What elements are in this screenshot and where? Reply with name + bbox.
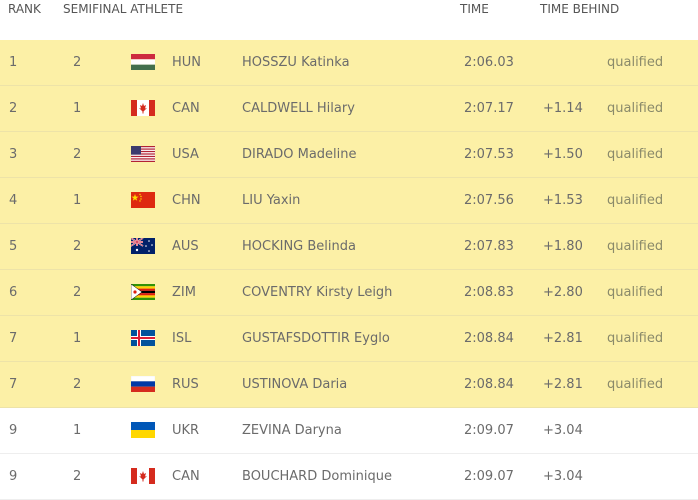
- canada-flag-icon: [131, 468, 155, 484]
- china-flag-icon: [131, 192, 155, 208]
- status-cell: qualified: [607, 377, 664, 392]
- table-row[interactable]: 4 1 CHN LIU Yaxin 2:07.56 +1.53 qualified: [0, 178, 698, 224]
- iceland-flag-icon: [131, 330, 155, 346]
- semifinal-cell: 2: [73, 285, 82, 300]
- table-row[interactable]: 6 2 ZIM COVENTRY Kirsty Leigh 2:08.83 +2.80 qu…: [0, 270, 698, 316]
- time-cell: 2:08.84: [464, 377, 514, 392]
- semifinal-cell: 2: [73, 377, 82, 392]
- time-behind-cell: +3.04: [543, 423, 583, 438]
- semifinal-cell: 1: [73, 423, 82, 438]
- canada-flag-icon: [131, 100, 155, 116]
- table-row[interactable]: 9 2 CAN BOUCHARD Dominique 2:09.07 +3.04: [0, 454, 698, 500]
- time-behind-cell: +1.14: [543, 101, 583, 116]
- rank-cell: 5: [9, 239, 18, 254]
- table-row[interactable]: 7 2 RUS USTINOVA Daria 2:08.84 +2.81 qualified: [0, 362, 698, 408]
- usa-flag-icon: [131, 146, 155, 162]
- country-code: UKR: [172, 423, 200, 438]
- status-cell: qualified: [607, 285, 664, 300]
- table-row[interactable]: 9 1 UKR ZEVINA Daryna 2:09.07 +3.04: [0, 408, 698, 454]
- status-cell: qualified: [607, 147, 664, 162]
- semifinal-cell: 2: [73, 239, 82, 254]
- time-behind-cell: +1.80: [543, 239, 583, 254]
- athlete-name[interactable]: CALDWELL Hilary: [242, 101, 355, 116]
- rank-cell: 6: [9, 285, 18, 300]
- table-row[interactable]: 3 2 USA DIRADO Madeline 2:07.53 +1.50 qualifie…: [0, 132, 698, 178]
- time-cell: 2:07.53: [464, 147, 514, 162]
- time-behind-cell: +3.04: [543, 469, 583, 484]
- time-behind-cell: +2.81: [543, 377, 583, 392]
- status-cell: qualified: [607, 55, 664, 70]
- country-code: CAN: [172, 469, 200, 484]
- column-header-time[interactable]: TIME: [460, 2, 489, 16]
- country-code: CAN: [172, 101, 200, 116]
- table-row[interactable]: 2 1 CAN CALDWELL Hilary 2:07.17 +1.14 qualifie…: [0, 86, 698, 132]
- semifinal-cell: 2: [73, 55, 82, 70]
- time-cell: 2:08.83: [464, 285, 514, 300]
- time-cell: 2:07.17: [464, 101, 514, 116]
- status-cell: qualified: [607, 193, 664, 208]
- status-cell: qualified: [607, 101, 664, 116]
- table-header: RANK SEMIFINAL ATHLETE TIME TIME BEHIND: [0, 0, 698, 40]
- rank-cell: 7: [9, 331, 18, 346]
- time-behind-cell: +2.81: [543, 331, 583, 346]
- time-cell: 2:08.84: [464, 331, 514, 346]
- country-code: RUS: [172, 377, 199, 392]
- athlete-name[interactable]: HOSSZU Katinka: [242, 55, 350, 70]
- table-body: 1 2 HUN HOSSZU Katinka 2:06.03 qualified 2 1 CAN…: [0, 40, 698, 500]
- time-behind-cell: +1.50: [543, 147, 583, 162]
- time-cell: 2:09.07: [464, 423, 514, 438]
- time-cell: 2:09.07: [464, 469, 514, 484]
- country-code: AUS: [172, 239, 199, 254]
- athlete-name[interactable]: DIRADO Madeline: [242, 147, 357, 162]
- athlete-name[interactable]: USTINOVA Daria: [242, 377, 348, 392]
- time-behind-cell: +1.53: [543, 193, 583, 208]
- hungary-flag-icon: [131, 54, 155, 70]
- semifinal-cell: 2: [73, 147, 82, 162]
- column-header-time-behind[interactable]: TIME BEHIND: [540, 2, 620, 16]
- australia-flag-icon: [130, 237, 155, 254]
- status-cell: qualified: [607, 331, 664, 346]
- column-header-rank[interactable]: RANK: [8, 2, 41, 16]
- table-row[interactable]: 7 1 ISL GUSTAFSDOTTIR Eyglo 2:08.84 +2.81 qual…: [0, 316, 698, 362]
- rank-cell: 2: [9, 101, 18, 116]
- country-code: USA: [172, 147, 199, 162]
- time-cell: 2:06.03: [464, 55, 514, 70]
- country-code: HUN: [172, 55, 202, 70]
- rank-cell: 3: [9, 147, 18, 162]
- russia-flag-icon: [130, 375, 156, 392]
- athlete-name[interactable]: BOUCHARD Dominique: [242, 469, 392, 484]
- table-row[interactable]: 5 2 AUS HOCKING Belinda 2:07.83 +1.80 qualifie…: [0, 224, 698, 270]
- time-cell: 2:07.56: [464, 193, 514, 208]
- country-code: CHN: [172, 193, 201, 208]
- rank-cell: 1: [9, 55, 18, 70]
- rank-cell: 9: [9, 469, 18, 484]
- time-cell: 2:07.83: [464, 239, 514, 254]
- rank-cell: 9: [9, 423, 18, 438]
- rank-cell: 7: [9, 377, 18, 392]
- country-code: ISL: [172, 331, 192, 346]
- ukraine-flag-icon: [131, 422, 155, 438]
- country-code: ZIM: [172, 285, 196, 300]
- semifinal-cell: 1: [73, 331, 82, 346]
- athlete-name[interactable]: HOCKING Belinda: [242, 239, 356, 254]
- semifinal-cell: 1: [73, 193, 82, 208]
- table-row[interactable]: 1 2 HUN HOSSZU Katinka 2:06.03 qualified: [0, 40, 698, 86]
- rank-cell: 4: [9, 193, 18, 208]
- semifinal-cell: 2: [73, 469, 82, 484]
- semifinal-cell: 1: [73, 101, 82, 116]
- athlete-name[interactable]: GUSTAFSDOTTIR Eyglo: [242, 331, 390, 346]
- athlete-name[interactable]: COVENTRY Kirsty Leigh: [242, 285, 393, 300]
- column-header-semifinal-athlete[interactable]: SEMIFINAL ATHLETE: [63, 2, 184, 16]
- zimbabwe-flag-icon: [130, 283, 155, 301]
- athlete-name[interactable]: ZEVINA Daryna: [242, 423, 342, 438]
- athlete-name[interactable]: LIU Yaxin: [242, 193, 301, 208]
- time-behind-cell: +2.80: [543, 285, 583, 300]
- status-cell: qualified: [607, 239, 664, 254]
